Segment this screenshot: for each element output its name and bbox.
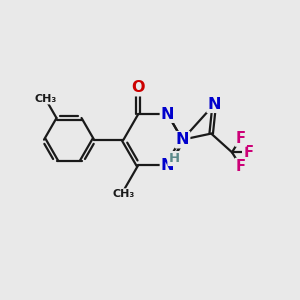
Text: F: F — [243, 145, 253, 160]
Text: F: F — [236, 159, 246, 174]
Text: F: F — [236, 131, 246, 146]
Text: N: N — [208, 97, 221, 112]
Text: N: N — [161, 107, 174, 122]
Text: CH₃: CH₃ — [112, 189, 135, 199]
Text: N: N — [161, 158, 174, 173]
Text: O: O — [131, 80, 145, 95]
Text: N: N — [176, 132, 189, 147]
Text: H: H — [168, 152, 180, 165]
Text: CH₃: CH₃ — [34, 94, 57, 103]
